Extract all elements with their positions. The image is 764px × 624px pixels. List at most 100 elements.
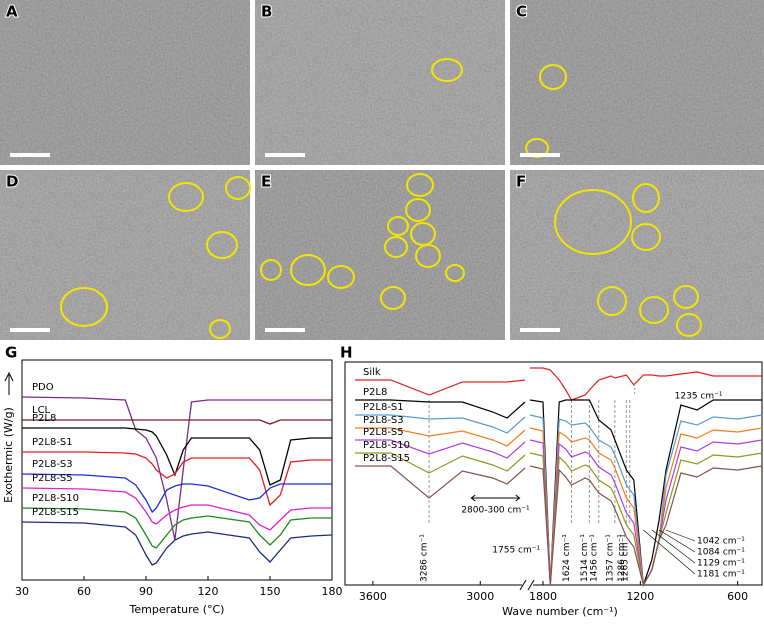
scale-bar bbox=[10, 328, 50, 332]
band-label: 1624 cm⁻¹ bbox=[562, 534, 572, 582]
series-label: LCL bbox=[32, 405, 51, 416]
sem-texture bbox=[0, 0, 250, 165]
sem-shade bbox=[0, 0, 250, 165]
panel-label: H bbox=[340, 344, 353, 362]
series-label: P2L8-S15 bbox=[32, 507, 79, 518]
y-arrow bbox=[4, 371, 14, 395]
x-tick-label: 150 bbox=[260, 585, 281, 598]
highlight-circle bbox=[168, 182, 204, 212]
series-line bbox=[21, 473, 332, 514]
leader-line bbox=[665, 529, 696, 542]
panel-label: E bbox=[261, 173, 271, 191]
series-line bbox=[22, 419, 332, 425]
series-line bbox=[21, 396, 332, 541]
highlight-circle bbox=[60, 287, 108, 327]
scale-bar bbox=[520, 153, 560, 157]
scale-bar bbox=[265, 153, 305, 157]
highlight-circle bbox=[206, 231, 238, 259]
x-tick-label: 90 bbox=[139, 585, 153, 598]
highlight-circle bbox=[554, 189, 632, 255]
panel-label: A bbox=[6, 3, 18, 21]
band-label: 1456 cm⁻¹ bbox=[589, 534, 599, 582]
sem-shade bbox=[255, 170, 505, 340]
band-label: 3286 cm⁻¹ bbox=[420, 534, 430, 582]
series-line bbox=[355, 452, 763, 587]
peak-label: 1181 cm⁻¹ bbox=[697, 570, 745, 580]
scale-bar bbox=[265, 328, 305, 332]
y-axis-label: Exothermic (W/g) bbox=[2, 407, 15, 503]
highlight-circle bbox=[384, 236, 408, 258]
panel-label: B bbox=[261, 3, 272, 21]
sem-texture bbox=[510, 170, 764, 340]
highlight-circle bbox=[415, 244, 441, 268]
x-tick-label: 60 bbox=[77, 585, 91, 598]
highlight-circle bbox=[260, 259, 282, 281]
series-line bbox=[355, 439, 763, 587]
series-line bbox=[22, 427, 332, 486]
leader-line bbox=[658, 529, 696, 553]
highlight-circle bbox=[676, 313, 702, 337]
x-tick-label: 1200 bbox=[626, 590, 654, 603]
highlight-circle bbox=[405, 198, 431, 222]
series-label: P2L8-S3 bbox=[32, 459, 73, 470]
highlight-circle bbox=[387, 216, 409, 236]
highlight-circle bbox=[597, 286, 627, 316]
axis-break bbox=[522, 579, 533, 591]
series-label: Silk bbox=[363, 367, 381, 378]
series-label: P2L8-S1 bbox=[32, 437, 73, 448]
series-label: P2L8-S5 bbox=[363, 427, 404, 438]
scale-bar bbox=[520, 328, 560, 332]
series-line bbox=[21, 487, 332, 531]
series-label: P2L8-S3 bbox=[363, 415, 404, 426]
highlight-circle bbox=[327, 265, 355, 289]
band-label: 1514 cm⁻¹ bbox=[580, 534, 590, 582]
sem-texture bbox=[255, 170, 505, 340]
peak-label: 1084 cm⁻¹ bbox=[697, 548, 745, 558]
x-tick-label: 120 bbox=[198, 585, 219, 598]
series-label: P2L8-S5 bbox=[32, 473, 73, 484]
panel-label: C bbox=[516, 3, 527, 21]
peak-label: 1755 cm⁻¹ bbox=[492, 546, 540, 556]
band-label: 1357 cm⁻¹ bbox=[605, 534, 615, 582]
highlight-circle bbox=[539, 64, 567, 90]
highlight-circle bbox=[290, 254, 326, 286]
series-label: P2L8 bbox=[32, 413, 56, 424]
sem-shade bbox=[510, 0, 764, 165]
x-tick-label: 600 bbox=[727, 590, 748, 603]
sem-texture bbox=[0, 170, 250, 340]
band-label: 1265 cm⁻¹ bbox=[620, 534, 630, 582]
scale-bar bbox=[10, 153, 50, 157]
x-tick-label: 180 bbox=[322, 585, 343, 598]
sem-texture bbox=[255, 0, 505, 165]
highlight-circle bbox=[639, 296, 669, 324]
range-arrow bbox=[470, 494, 521, 502]
series-line bbox=[355, 465, 763, 587]
plot-frame bbox=[344, 361, 763, 586]
series-label: P2L8-S1 bbox=[363, 402, 404, 413]
x-tick-label: 3000 bbox=[466, 590, 494, 603]
sem-texture bbox=[510, 0, 764, 165]
series-line bbox=[22, 451, 332, 507]
plot-frame bbox=[21, 359, 333, 581]
series-line bbox=[355, 414, 763, 587]
leader-line bbox=[651, 529, 696, 564]
series-label: P2L8 bbox=[363, 387, 387, 398]
series-line bbox=[355, 427, 763, 587]
axis-break-marks bbox=[519, 579, 535, 591]
highlight-circle bbox=[431, 58, 463, 82]
sem-shade bbox=[255, 0, 505, 165]
highlight-circle bbox=[445, 264, 465, 282]
series-label: P2L8-S10 bbox=[363, 440, 410, 451]
peak-label: 1235 cm⁻¹ bbox=[675, 392, 723, 402]
leader-line bbox=[643, 529, 696, 575]
series-label: P2L8-S15 bbox=[363, 453, 410, 464]
x-tick-label: 30 bbox=[15, 585, 29, 598]
highlight-circle bbox=[209, 319, 231, 339]
x-axis-label: Wave number (cm⁻¹) bbox=[502, 605, 618, 618]
band-label: 1286 cm⁻¹ bbox=[617, 534, 627, 582]
panel-label: G bbox=[5, 344, 17, 362]
x-tick-label: 3600 bbox=[359, 590, 387, 603]
series-line bbox=[21, 507, 332, 549]
peak-label: 1129 cm⁻¹ bbox=[697, 559, 745, 569]
